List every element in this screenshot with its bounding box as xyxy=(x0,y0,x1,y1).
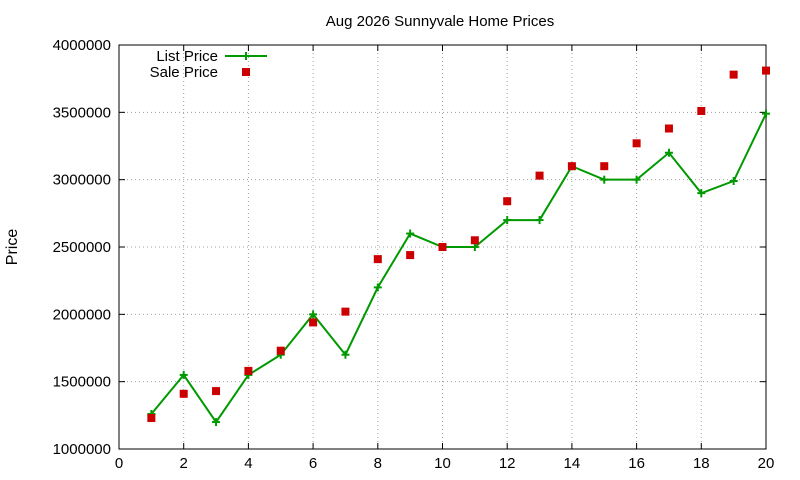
legend-label: Sale Price xyxy=(150,64,218,81)
list-price-point xyxy=(341,350,350,359)
list-price-point xyxy=(697,189,706,198)
legend-plus-marker xyxy=(242,52,250,60)
list-price-point xyxy=(503,216,512,225)
grid xyxy=(119,45,766,449)
list-price-point xyxy=(535,216,544,225)
sale-price-point xyxy=(341,307,350,316)
list-price-point xyxy=(309,310,318,319)
sale-price-point xyxy=(600,162,609,171)
y-tick-label: 1000000 xyxy=(53,441,111,458)
series-list-price xyxy=(147,109,770,427)
sale-price-point xyxy=(373,255,382,264)
list-price-point xyxy=(729,177,738,186)
sale-price-point xyxy=(729,70,738,79)
x-tick-label: 10 xyxy=(434,455,451,472)
y-axis-label: Price xyxy=(4,229,21,266)
sale-price-point xyxy=(535,171,544,180)
sale-price-point xyxy=(438,243,447,251)
sale-price-point xyxy=(632,139,641,148)
sale-price-point xyxy=(503,197,512,206)
list-price-line xyxy=(150,113,767,424)
y-tick-label: 4000000 xyxy=(53,37,111,54)
legend-square-marker xyxy=(242,68,250,76)
sale-price-point xyxy=(470,236,479,245)
series-sale-price xyxy=(147,66,770,423)
list-price-point xyxy=(470,243,479,251)
x-tick-label: 8 xyxy=(374,455,382,472)
list-price-point xyxy=(212,418,221,427)
x-tick-label: 12 xyxy=(499,455,516,472)
sale-price-point xyxy=(567,162,576,171)
y-tick-label: 2500000 xyxy=(53,239,111,256)
x-tick-label: 20 xyxy=(758,455,775,472)
list-price-point xyxy=(406,229,415,238)
list-price-point xyxy=(664,148,673,157)
x-tick-label: 14 xyxy=(564,455,581,472)
y-tick-label: 3500000 xyxy=(53,104,111,121)
chart-title: Aug 2026 Sunnyvale Home Prices xyxy=(326,13,554,30)
y-tick-label: 1500000 xyxy=(53,374,111,391)
sale-price-point xyxy=(664,124,673,133)
axis-ticks: 0 2 4 6 8 10 12 14 16 18 20 1000000 1500000 2000000 25… xyxy=(53,37,775,472)
list-price-point xyxy=(179,370,188,379)
sale-price-point xyxy=(406,251,415,260)
x-tick-label: 18 xyxy=(693,455,710,472)
sale-price-point xyxy=(147,414,156,423)
x-tick-label: 0 xyxy=(115,455,123,472)
x-tick-label: 16 xyxy=(628,455,645,472)
x-tick-label: 2 xyxy=(180,455,188,472)
legend-label: List Price xyxy=(156,48,218,65)
sale-price-point xyxy=(244,366,253,375)
sale-price-point xyxy=(212,387,221,396)
y-tick-label: 2000000 xyxy=(53,306,111,323)
list-price-point xyxy=(632,175,641,184)
list-price-point xyxy=(600,175,609,184)
list-price-point xyxy=(373,283,382,292)
x-tick-label: 4 xyxy=(244,455,252,472)
y-tick-label: 3000000 xyxy=(53,172,111,189)
sale-price-point xyxy=(276,346,285,355)
series-layer xyxy=(147,66,770,427)
sale-price-point xyxy=(309,318,318,327)
sale-price-point xyxy=(179,389,188,398)
x-tick-label: 6 xyxy=(309,455,317,472)
list-price-point xyxy=(762,109,770,118)
sale-price-point xyxy=(762,66,770,75)
sale-price-point xyxy=(697,106,706,115)
